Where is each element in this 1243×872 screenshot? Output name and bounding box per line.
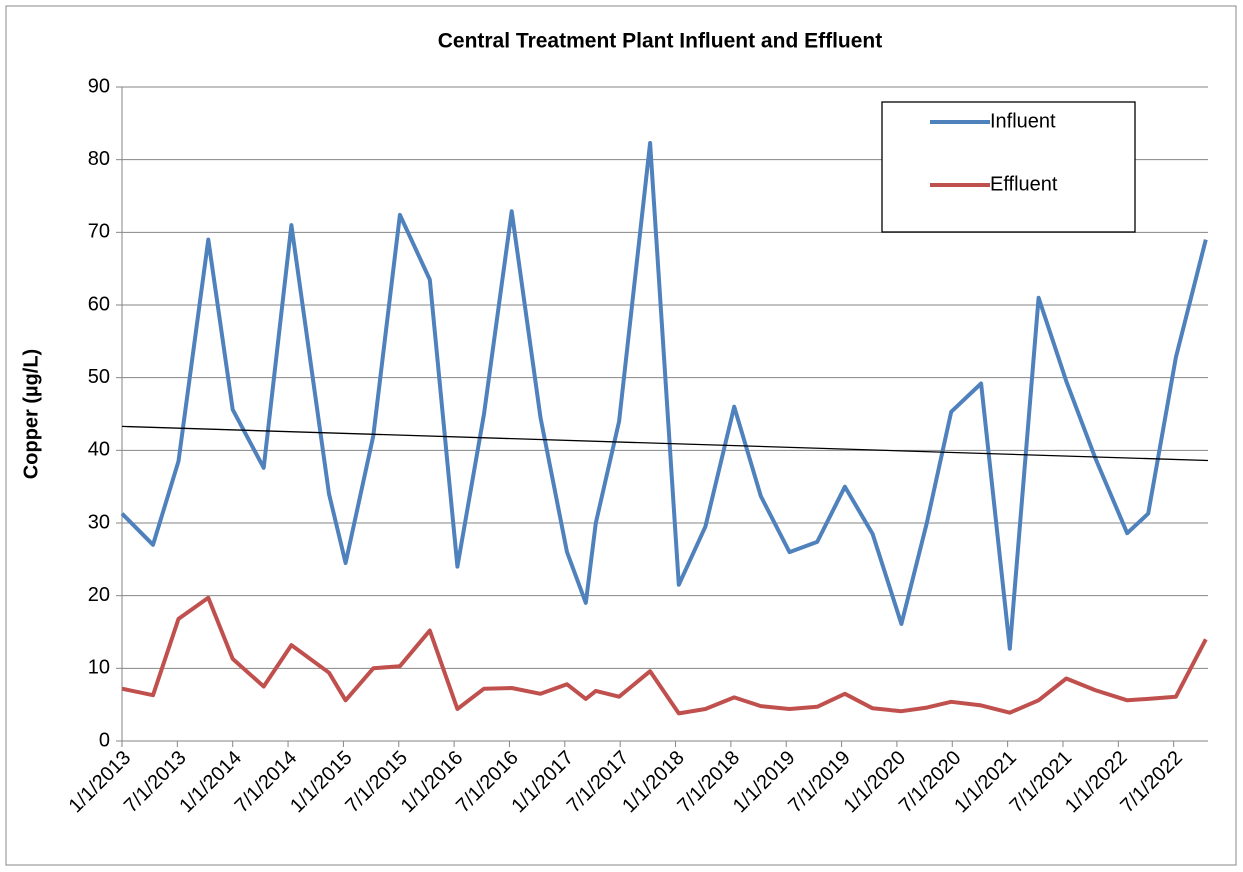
- y-axis-label: Copper (µg/L): [20, 349, 42, 479]
- y-tick-label: 40: [88, 439, 110, 461]
- series-line: [121, 595, 1208, 716]
- legend-box: [881, 101, 1136, 233]
- y-tick-label: 70: [88, 221, 110, 243]
- y-tick-label: 30: [88, 511, 110, 533]
- y-tick-label: 0: [99, 729, 110, 751]
- legend-label: Effluent: [990, 173, 1058, 195]
- y-tick-label: 20: [88, 584, 110, 606]
- y-tick-label: 10: [88, 657, 110, 679]
- chart-title: Central Treatment Plant Influent and Eff…: [438, 30, 883, 53]
- y-tick-label: 50: [88, 366, 110, 388]
- y-tick-label: 90: [88, 75, 110, 97]
- legend-label: Influent: [990, 110, 1056, 132]
- y-tick-label: 80: [88, 148, 110, 170]
- series-line: [120, 141, 1208, 651]
- y-tick-label: 60: [88, 293, 110, 315]
- trendline: [121, 425, 1209, 462]
